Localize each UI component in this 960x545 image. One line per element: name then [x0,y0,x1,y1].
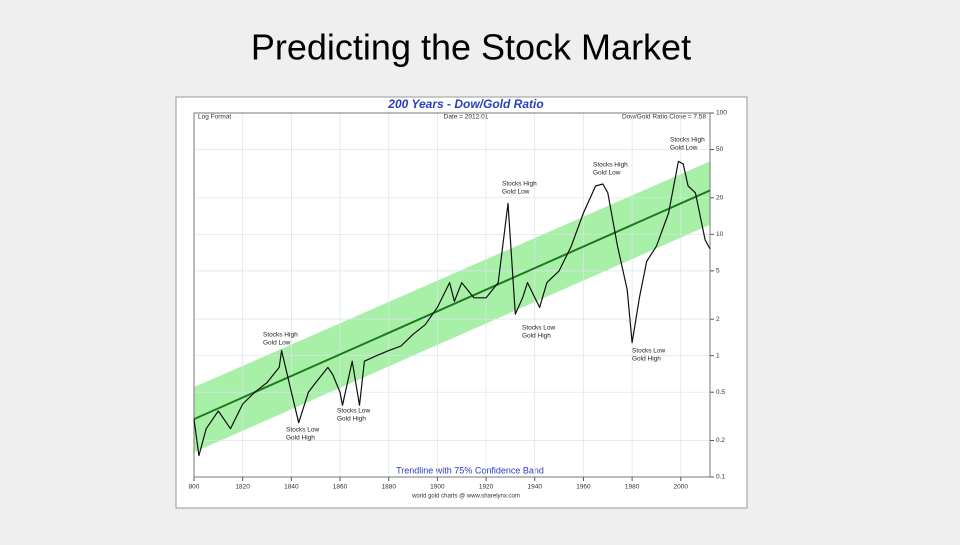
chart-title: 200 Years - Dow/Gold Ratio [387,97,543,111]
trendline [193,189,711,421]
annotation: Gold High [632,356,661,363]
ratio-line [193,160,711,457]
header-center: Date = 2012.01 [444,114,489,121]
x-tick-label: 1940 [528,484,543,491]
y-tick-label: 100 [716,110,727,117]
y-tick-label: 0.5 [716,389,725,396]
y-tick-label: 5 [716,268,720,275]
x-tick-label: 800 [189,484,200,491]
annotation: Stocks High [263,332,298,339]
annotation: Stocks Low [337,408,371,415]
x-tick-label: 1960 [576,484,591,491]
x-tick-label: 1980 [625,484,640,491]
header-left: Log Format [198,114,231,121]
y-tick-label: 1 [716,352,720,359]
annotation: Stocks High [670,137,705,144]
annotation: Gold High [522,333,551,340]
header-right: Dow/Gold Ratio Close = 7.58 [622,114,706,121]
band-label: Trendline with 75% Confidence Band [396,465,544,475]
y-tick-label: 0.2 [716,437,725,444]
y-tick-label: 10 [716,231,724,238]
x-tick-label: 1880 [381,484,396,491]
annotation: Stocks High [593,162,628,169]
x-tick-label: 2000 [674,484,689,491]
annotation: Gold Low [593,170,621,177]
x-tick-label: 1920 [479,484,494,491]
y-tick-label: 0.1 [716,474,725,481]
annotation: Gold High [286,435,315,442]
annotation: Stocks High [502,181,537,188]
y-tick-label: 50 [716,146,724,153]
y-tick-label: 2 [716,316,720,323]
annotation: Gold High [337,416,366,423]
x-tick-label: 1900 [430,484,445,491]
plot-border [193,112,711,478]
x-tick-label: 1820 [235,484,250,491]
x-tick-label: 1860 [333,484,348,491]
annotation: Stocks Low [522,325,556,332]
annotation: Stocks Low [286,427,320,434]
x-tick-label: 1840 [284,484,299,491]
annotation: Stocks Low [632,348,666,355]
annotation: Gold Low [263,340,291,347]
annotation: Gold Low [502,189,530,196]
annotation: Gold Low [670,145,698,152]
slide-title: Predicting the Stock Market [251,27,691,68]
source: world gold charts @ www.sharelynx.com [411,494,520,500]
y-tick-label: 20 [716,195,724,202]
